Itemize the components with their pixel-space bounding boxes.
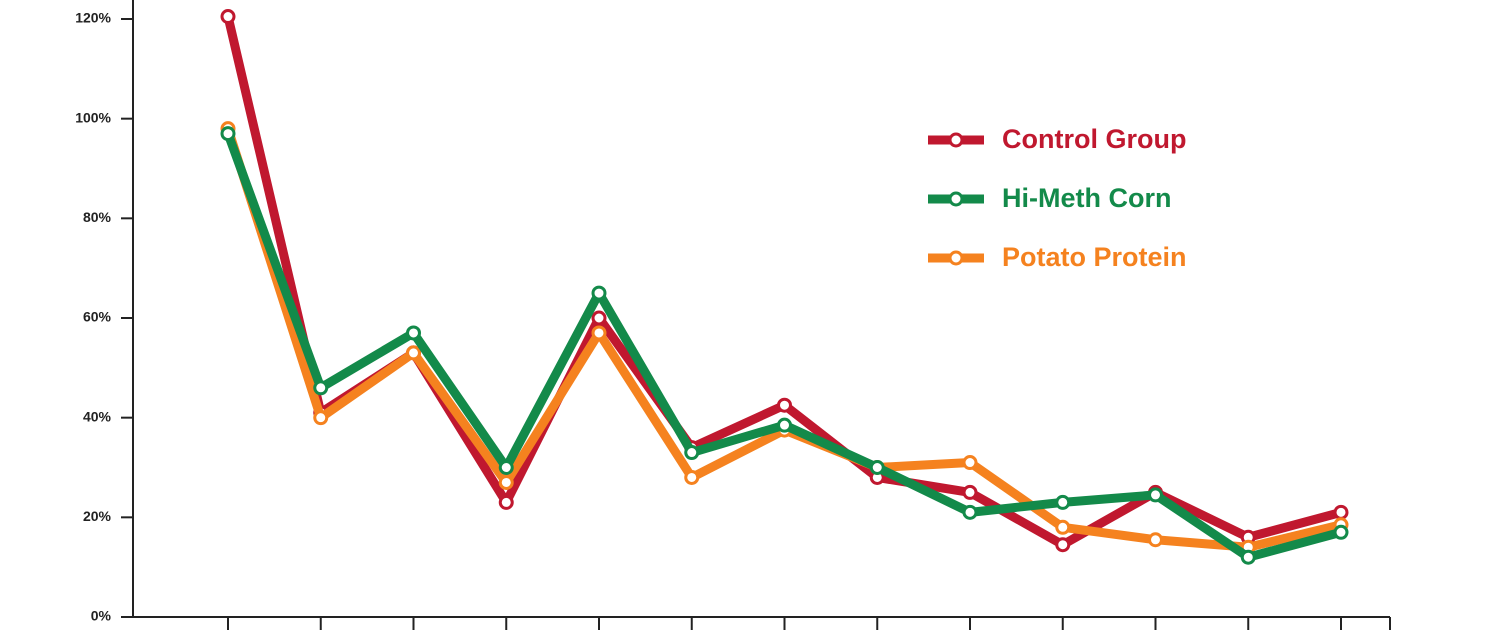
point (498, 474, 514, 490)
legend-label: Potato Protein (1002, 242, 1187, 272)
legend-marker (948, 132, 964, 148)
point (313, 380, 329, 396)
point (220, 126, 236, 142)
point (962, 455, 978, 471)
y-tick-label: 120% (75, 10, 111, 26)
legend-marker (948, 250, 964, 266)
point (220, 9, 236, 25)
point (1240, 549, 1256, 565)
point (591, 310, 607, 326)
point (1333, 524, 1349, 540)
point (1055, 494, 1071, 510)
point (406, 345, 421, 361)
point (777, 397, 792, 413)
legend-label: Hi-Meth Corn (1002, 183, 1171, 213)
point (591, 285, 607, 301)
point (962, 484, 978, 500)
y-tick-label: 20% (83, 508, 112, 524)
point (1148, 532, 1163, 548)
legend-label: Control Group (1002, 124, 1186, 154)
y-tick-label: 80% (83, 209, 112, 225)
y-tick-label: 40% (83, 408, 112, 424)
point (498, 494, 514, 510)
series-line (223, 132, 1343, 562)
y-tick-label: 0% (91, 608, 112, 624)
point (684, 469, 700, 485)
point (1333, 504, 1349, 520)
point (869, 460, 885, 475)
y-tick-label: 100% (75, 109, 111, 125)
point (1148, 487, 1163, 503)
point (406, 325, 421, 341)
point (1055, 519, 1071, 535)
point (591, 325, 607, 341)
point (777, 417, 792, 433)
point (962, 504, 978, 520)
point (1055, 537, 1071, 553)
legend-marker (948, 191, 964, 207)
point (498, 460, 514, 475)
point (313, 410, 329, 426)
series-line (223, 15, 1343, 550)
series-line (223, 127, 1343, 552)
point (684, 445, 700, 461)
y-tick-label: 60% (83, 309, 112, 325)
